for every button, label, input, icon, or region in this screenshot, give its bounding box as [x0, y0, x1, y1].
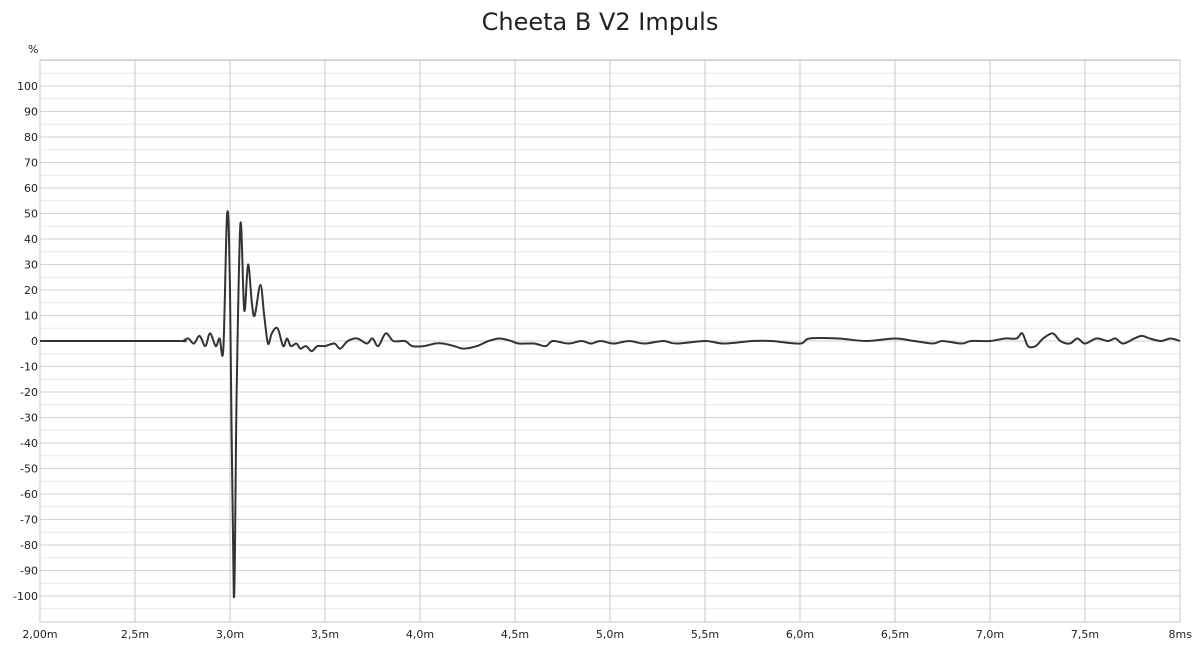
series-layer: [39, 210, 1181, 599]
x-tick-label: 2,00m: [22, 628, 57, 641]
y-tick-label: 60: [24, 182, 38, 195]
y-axis: 1009080706050403020100-10-20-30-40-50-60…: [13, 80, 38, 603]
grid-layer: [39, 60, 1181, 622]
x-tick-label: 8ms: [1169, 628, 1193, 641]
y-tick-label: 10: [24, 310, 38, 323]
y-tick-label: -40: [20, 437, 38, 450]
y-tick-label: -100: [13, 590, 38, 603]
y-tick-label: -20: [20, 386, 38, 399]
x-tick-label: 6,0m: [786, 628, 814, 641]
y-tick-label: 90: [24, 106, 38, 119]
y-unit-label: %: [28, 43, 38, 56]
x-tick-label: 5,5m: [691, 628, 719, 641]
x-tick-label: 6,5m: [881, 628, 909, 641]
x-tick-label: 2,5m: [121, 628, 149, 641]
y-tick-label: -70: [20, 514, 38, 527]
y-tick-label: -30: [20, 412, 38, 425]
y-tick-label: -60: [20, 488, 38, 501]
chart-title: Cheeta B V2 Impuls: [481, 8, 719, 36]
x-tick-label: 4,5m: [501, 628, 529, 641]
x-axis: 2,00m 2,5m 3,0m 3,5m 4,0m 4,5m 5,0m 5,5m 6,0m 6,5…: [22, 628, 1192, 641]
y-tick-label: -90: [20, 565, 38, 578]
y-tick-label: 100: [17, 80, 38, 93]
y-tick-label: 0: [31, 335, 38, 348]
y-tick-label: 40: [24, 233, 38, 246]
x-tick-label: 3,0m: [216, 628, 244, 641]
y-tick-label: 50: [24, 208, 38, 221]
y-tick-label: 30: [24, 259, 38, 272]
series-line-0: [39, 210, 1181, 599]
x-tick-label: 5,0m: [596, 628, 624, 641]
x-tick-label: 4,0m: [406, 628, 434, 641]
y-tick-label: -50: [20, 463, 38, 476]
x-tick-label: 7,5m: [1071, 628, 1099, 641]
y-tick-label: -80: [20, 539, 38, 552]
y-tick-label: -10: [20, 361, 38, 374]
x-tick-label: 7,0m: [976, 628, 1004, 641]
y-tick-label: 70: [24, 157, 38, 170]
x-tick-label: 3,5m: [311, 628, 339, 641]
y-tick-label: 20: [24, 284, 38, 297]
y-tick-label: 80: [24, 131, 38, 144]
